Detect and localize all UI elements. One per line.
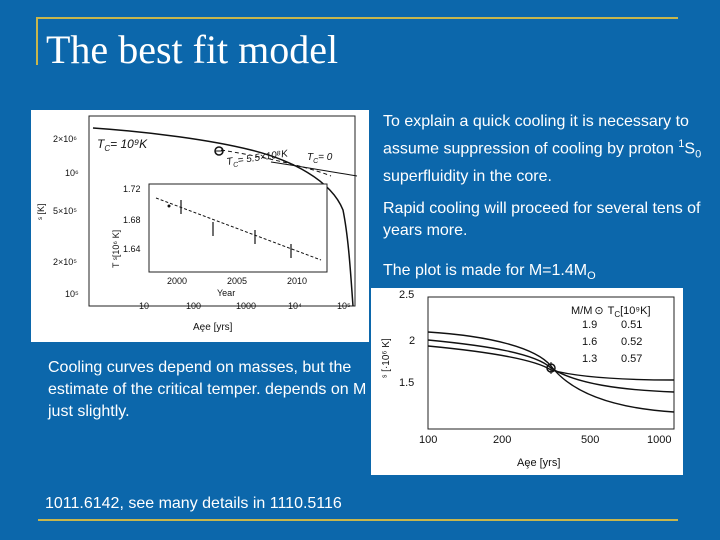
text-references: 1011.6142, see many details in 1110.5116 bbox=[45, 495, 342, 512]
inset-x-tick-label: 2005 bbox=[227, 276, 247, 286]
slide-title: The best fit model bbox=[46, 27, 339, 72]
mass-cooling-svg: 2.5 2 1.5 ˢ [·10⁶ K] 100 200 500 1000 Aȩ… bbox=[381, 289, 675, 469]
inset-y-axis-label: T ˢ[10⁶ K] bbox=[111, 230, 121, 268]
x-tick-label: 100 bbox=[419, 434, 437, 446]
text-cooling-suppression: To explain a quick cooling it is necessa… bbox=[383, 113, 702, 185]
legend-mass-value: 1.6 bbox=[582, 336, 597, 348]
text-rapid-cooling: Rapid cooling will proceed for several t… bbox=[383, 200, 701, 239]
x-tick-label: 1000 bbox=[236, 301, 256, 311]
y-tick-label: 10⁶ bbox=[65, 168, 79, 178]
left-rule bbox=[36, 17, 38, 65]
text-mass-dependence: Cooling curves depend on masses, but the… bbox=[48, 359, 367, 420]
legend-tc-value: 0.57 bbox=[621, 353, 642, 365]
legend-tc-value: 0.51 bbox=[621, 319, 642, 331]
inset-data-point bbox=[167, 204, 171, 208]
inset-y-tick-label: 1.72 bbox=[123, 184, 141, 194]
top-rule bbox=[38, 17, 678, 19]
inset-x-tick-label: 2000 bbox=[167, 276, 187, 286]
tc-label-high: TC= 10⁹K bbox=[97, 137, 148, 153]
cooling-curve-svg: 2×10⁶ 10⁶ 5×10⁵ 2×10⁵ 10⁵ ˢ [K] 10 100 1… bbox=[36, 115, 358, 333]
mass-legend: M/M ⊙ TC[10⁹K] 1.9 0.51 1.6 0.52 1.3 0.57 bbox=[571, 305, 651, 365]
x-axis-label: Aȩe [yrs] bbox=[193, 322, 233, 333]
legend-tc-value: 0.52 bbox=[621, 336, 642, 348]
cooling-curve-tc-zero bbox=[270, 161, 358, 177]
x-tick-label: 10 bbox=[139, 301, 149, 311]
inset-x-tick-label: 2010 bbox=[287, 276, 307, 286]
y-tick-label: 2×10⁵ bbox=[53, 257, 77, 267]
inset-plot: 1.72 1.68 1.64 T ˢ[10⁶ K] 2000 2005 2010… bbox=[111, 183, 328, 298]
x-tick-label: 100 bbox=[186, 301, 201, 311]
mass-cooling-figure: 2.5 2 1.5 ˢ [·10⁶ K] 100 200 500 1000 Aȩ… bbox=[371, 288, 683, 475]
inset-y-tick-label: 1.68 bbox=[123, 215, 141, 225]
tc-label-zero: TC= 0 bbox=[307, 152, 333, 165]
text-plot-mass: The plot is made for M=1.4MO bbox=[383, 262, 596, 283]
x-tick-label: 10⁴ bbox=[288, 301, 302, 311]
inset-y-tick-label: 1.64 bbox=[123, 244, 141, 254]
y-tick-label: 2×10⁶ bbox=[53, 134, 77, 144]
y-tick-label: 2 bbox=[409, 335, 415, 347]
x-tick-label: 200 bbox=[493, 434, 511, 446]
y-tick-label: 10⁵ bbox=[65, 289, 79, 299]
x-tick-label: 500 bbox=[581, 434, 599, 446]
y-axis-label: ˢ [·10⁶ K] bbox=[381, 338, 392, 378]
y-axis-label: ˢ [K] bbox=[36, 203, 46, 220]
x-tick-label: 10⁵ bbox=[337, 301, 351, 311]
y-tick-label: 1.5 bbox=[399, 377, 414, 389]
inset-x-axis-label: Year bbox=[217, 288, 235, 298]
x-axis-label: Aȩe [yrs] bbox=[517, 457, 560, 469]
inset-fit-line bbox=[155, 197, 322, 261]
legend-header: M/M ⊙ TC[10⁹K] bbox=[571, 305, 651, 319]
legend-mass-value: 1.9 bbox=[582, 319, 597, 331]
y-tick-label: 5×10⁵ bbox=[53, 206, 77, 216]
y-tick-label: 2.5 bbox=[399, 289, 414, 301]
bottom-rule bbox=[38, 519, 678, 521]
cooling-curve-figure: 2×10⁶ 10⁶ 5×10⁵ 2×10⁵ 10⁵ ˢ [K] 10 100 1… bbox=[31, 110, 369, 342]
cooling-curve-tc-medium bbox=[220, 149, 332, 177]
x-tick-label: 1000 bbox=[647, 434, 671, 446]
legend-mass-value: 1.3 bbox=[582, 353, 597, 365]
